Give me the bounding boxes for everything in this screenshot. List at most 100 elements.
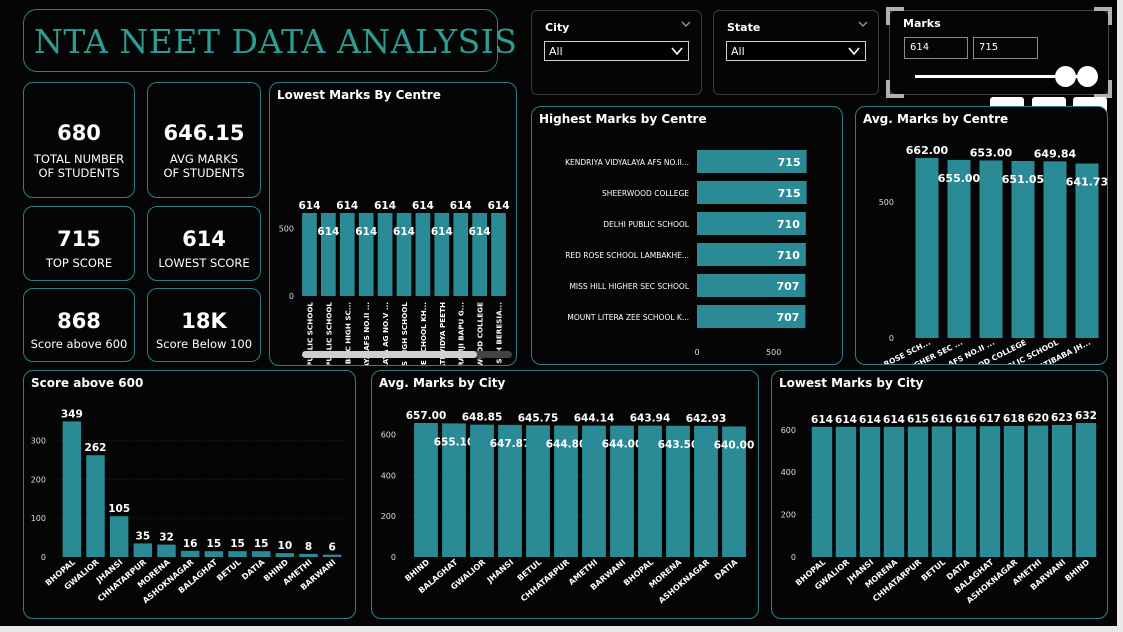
marks-slider-min-handle[interactable]	[1055, 66, 1076, 87]
chevron-down-icon[interactable]	[857, 19, 869, 29]
bar	[62, 421, 82, 557]
bar	[666, 425, 690, 557]
bar	[610, 425, 634, 557]
data-label: 648.85	[462, 412, 503, 424]
dashboard-title: NTA NEET DATA ANALYSIS	[34, 22, 518, 61]
data-label: 262	[85, 442, 107, 454]
data-label: 614	[450, 200, 472, 212]
kpi-card-score-above-600: 868 Score above 600	[23, 288, 135, 362]
bar	[491, 213, 506, 296]
data-label: 614	[488, 200, 510, 212]
marks-max-input[interactable]: 715	[973, 37, 1038, 59]
bar	[526, 425, 550, 557]
horizontal-scrollbar[interactable]	[302, 351, 512, 358]
bar	[582, 425, 606, 557]
y-tick-label: 0	[791, 553, 796, 562]
bar	[722, 426, 746, 557]
bar	[697, 181, 807, 204]
kpi-label: Score Below 100	[155, 337, 253, 351]
bar	[157, 544, 176, 557]
bar	[109, 516, 129, 557]
y-tick-label: 300	[31, 436, 46, 445]
kpi-card-top-score: 715 TOP SCORE	[23, 206, 135, 281]
bar	[931, 426, 953, 557]
data-label: 35	[136, 530, 151, 542]
data-label: 614	[393, 226, 415, 238]
bar	[442, 423, 466, 557]
data-label: 632	[1075, 410, 1097, 422]
category-label: SHEERWOOD COLLEGE	[476, 302, 485, 365]
score-above-600-chart: 0100200300349BHOPAL262GWALIOR105JHANSI35…	[31, 408, 344, 605]
bar	[204, 551, 224, 557]
data-label: 614	[412, 200, 434, 212]
chart-title: Highest Marks by Centre	[539, 112, 707, 126]
bar	[434, 213, 450, 296]
bar	[1051, 424, 1073, 557]
bar	[907, 426, 929, 557]
bar	[835, 426, 857, 557]
bar	[979, 426, 1001, 557]
category-label: SHEERWOOD COLLEGE	[602, 189, 689, 198]
data-label: 647.87	[490, 438, 531, 450]
data-label: 642.93	[686, 413, 727, 425]
kpi-card-score-below-100: 18K Score Below 100	[147, 288, 261, 362]
category-label: KENDRIYA VIDYALAYA AG NO.V ...	[381, 302, 390, 365]
bar	[133, 543, 153, 557]
y-tick-label: 0	[41, 553, 46, 562]
data-label: 15	[254, 538, 269, 550]
kpi-card-lowest-score: 614 LOWEST SCORE	[147, 206, 261, 281]
y-tick-label: 200	[781, 511, 796, 520]
kpi-label: TOP SCORE	[45, 256, 113, 270]
city-slicer[interactable]: City All	[531, 10, 702, 95]
y-tick-label: 200	[31, 475, 46, 484]
data-label: 614	[298, 200, 320, 212]
data-label: 614	[336, 200, 358, 212]
state-dropdown[interactable]: All	[726, 41, 866, 61]
category-label: SDVM PUBLIC SCHOOL	[305, 302, 314, 365]
bar	[697, 212, 806, 235]
bar	[955, 426, 977, 557]
data-label: 715	[778, 156, 801, 169]
data-label: 657.00	[406, 410, 447, 422]
bar	[1027, 425, 1049, 557]
data-label: 710	[777, 218, 800, 231]
bar	[377, 213, 393, 296]
data-label: 15	[207, 538, 222, 550]
kpi-value: 715	[57, 227, 101, 251]
data-label: 644.00	[602, 439, 643, 451]
scrollbar-thumb[interactable]	[302, 351, 477, 358]
chevron-down-icon[interactable]	[680, 19, 692, 29]
lowest-marks-by-centre-chart: 0 500 614 SDVM PUBLIC SCHOOL 614 DELHI PUBLIC…	[279, 200, 510, 365]
bar	[1011, 160, 1035, 338]
bar	[396, 213, 412, 296]
data-label: 655.10	[434, 436, 475, 448]
chevron-down-icon[interactable]	[670, 44, 684, 58]
marks-slider-max-handle[interactable]	[1077, 66, 1098, 87]
data-label: 105	[108, 503, 130, 515]
bar	[859, 426, 881, 557]
bar	[697, 243, 806, 266]
bar	[180, 550, 200, 557]
data-label: 644.14	[574, 413, 615, 425]
marks-slicer[interactable]: Marks 614 715	[886, 7, 1112, 98]
data-label: 623	[1051, 412, 1073, 424]
marks-min-input[interactable]: 614	[904, 37, 968, 59]
y-tick-label: 400	[381, 471, 396, 480]
lowest-marks-by-city-card: Lowest Marks by City 0 200 400 600 614 BHOPAL…	[771, 370, 1108, 619]
chevron-down-icon[interactable]	[847, 44, 861, 58]
city-dropdown[interactable]: All	[544, 41, 689, 61]
chart-title: Lowest Marks By Centre	[277, 88, 441, 102]
state-slicer[interactable]: State All	[713, 10, 879, 95]
data-label: 614	[374, 200, 396, 212]
data-label: 615	[907, 414, 929, 426]
data-label: 614	[883, 414, 905, 426]
data-label: 616	[931, 413, 953, 425]
lowest-marks-by-city-chart: 0200400600614BHOPAL614GWALIOR614JHANSI61…	[781, 410, 1098, 605]
bar	[275, 553, 295, 557]
data-label: 15	[230, 538, 245, 550]
y-tick-label: 0	[889, 334, 894, 343]
bar	[415, 213, 431, 296]
chart-title: Avg. Marks by Centre	[863, 112, 1009, 126]
kpi-value: 614	[182, 227, 226, 251]
marks-slider-track[interactable]	[915, 75, 1087, 78]
